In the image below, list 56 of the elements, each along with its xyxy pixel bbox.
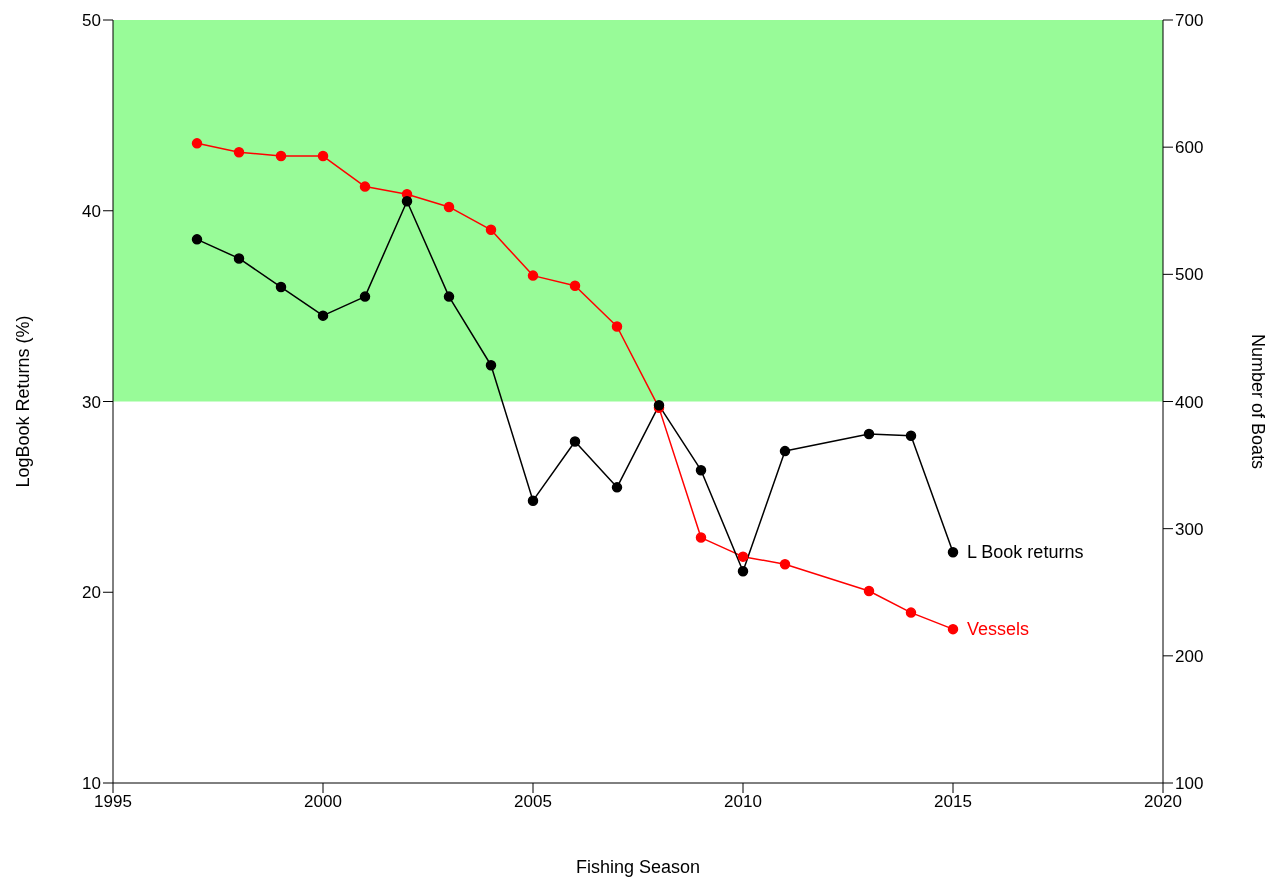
y-tick-label: 30 [82, 392, 101, 412]
point [863, 428, 875, 440]
point [401, 195, 413, 207]
point [233, 253, 245, 264]
point [191, 234, 203, 245]
point [443, 291, 455, 302]
point [317, 310, 329, 321]
point [317, 150, 329, 162]
y2-tick-label: 600 [1175, 138, 1204, 158]
y2-tick-label: 200 [1175, 646, 1204, 666]
point [527, 495, 539, 506]
point [233, 147, 245, 158]
y-tick-label: 20 [82, 583, 101, 603]
point [359, 181, 371, 192]
point [779, 445, 791, 457]
point [485, 360, 497, 371]
y2-tick-label: 400 [1175, 392, 1204, 412]
y2-tick-label: 300 [1175, 519, 1204, 539]
y-axis-title: LogBook Returns (%) [13, 315, 34, 488]
point [611, 321, 623, 332]
x-tick-label: 2005 [514, 792, 552, 812]
point [275, 150, 287, 162]
point [695, 532, 707, 543]
point [947, 546, 959, 558]
point [611, 482, 623, 493]
point [569, 280, 581, 292]
x-tick-label: 2015 [934, 792, 972, 812]
point [863, 585, 875, 597]
point [905, 607, 917, 618]
y2-axis-title: Number of Boats [1247, 333, 1268, 470]
y-tick-label: 40 [82, 201, 101, 221]
point [737, 551, 749, 562]
series-label: L Book returns [967, 542, 1084, 563]
y2-tick-label: 100 [1175, 774, 1204, 794]
x-axis-title: Fishing Season [575, 857, 701, 877]
y2-tick-label: 500 [1175, 265, 1204, 285]
y-tick-label: 10 [82, 774, 101, 794]
x-tick-label: 2000 [304, 792, 342, 812]
point [191, 138, 203, 149]
point [275, 281, 287, 293]
series-label: Vessels [967, 619, 1030, 640]
point [359, 291, 371, 302]
point [779, 559, 791, 570]
x-tick-label: 2010 [724, 792, 762, 812]
point [527, 270, 539, 281]
x-tick-label: 1995 [94, 792, 132, 812]
point [947, 623, 959, 635]
point [485, 224, 497, 236]
y-tick-label: 50 [82, 11, 101, 31]
x-tick-label: 2020 [1144, 792, 1182, 812]
point [905, 430, 917, 442]
point [695, 464, 707, 476]
y2-tick-label: 700 [1175, 11, 1204, 31]
point [737, 566, 749, 577]
point [569, 436, 581, 447]
point [443, 201, 455, 213]
